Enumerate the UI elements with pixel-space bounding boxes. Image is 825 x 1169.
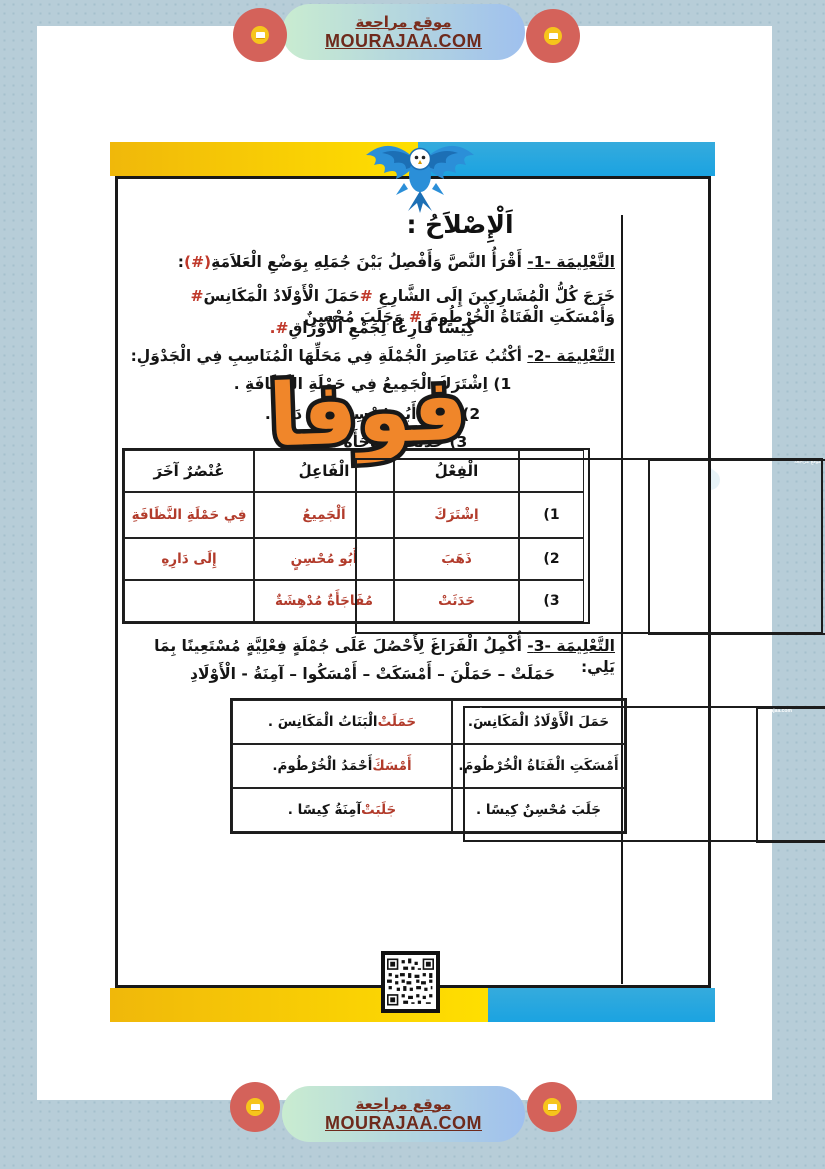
sentence-3: 3) حَدَثَتْ مُفَاجَأَةٌ مُدْهِشَةٌ.: [277, 433, 468, 451]
t2-row3-answer: جَلَبَتْ آمِنَةُ كِيسًا .: [232, 788, 452, 832]
answer-rest: آمِنَةُ كِيسًا .: [287, 802, 362, 818]
book-icon: [246, 1098, 264, 1116]
header-banner: موقع مراجعة MOURAJAA.COM: [282, 4, 525, 60]
site-domain-link[interactable]: MOURAJAA.COM: [325, 1112, 482, 1133]
t2-row1-source: حَمَلَ الْأَوْلَادُ الْمَكَانِسَ.: [452, 700, 625, 744]
word-bank: حَمَلَتْ – حَمَلْنَ – أَمْسَكَتْ – أَمْس…: [190, 665, 555, 683]
page-title: اَلْإِصْلاَحُ :: [406, 210, 514, 239]
answer-rest: الْبَنَاتُ الْمَكَانِسَ .: [267, 714, 378, 730]
task1-instruction: التَّعْلِيمَة -1- أَقْرَأُ النَّصَّ وَأَ…: [130, 252, 615, 273]
row1-other: فِي حَمْلَةِ النَّظَافَةِ: [124, 492, 254, 538]
task3-instruction: التَّعْلِيمَة -3- أُكْمِلُ الْفَرَاغَ لِ…: [130, 636, 615, 678]
header-other-element: عُنْصُرٌ آخَرَ: [124, 450, 254, 492]
top-bar-blue: [418, 142, 715, 176]
t2-row3-source: جَلَبَ مُحْسِنٌ كِيسًا .: [452, 788, 625, 832]
task2-instruction: التَّعْلِيمَة -2- أكْتُبُ عَنَاصِرَ الْج…: [130, 346, 615, 367]
site-name-arabic-link[interactable]: موقع مراجعة: [355, 12, 452, 31]
top-bar-yellow: [110, 142, 418, 176]
hash-mark: #.: [269, 319, 289, 337]
passage-segment: وَجَلَبَ مُحْسِنٌ: [304, 307, 409, 326]
task1-text: أَقْرَأُ النَّصَّ وَأَفْصِلُ بَيْنَ جُمَ…: [211, 253, 528, 271]
t2-row2-source: أَمْسَكَتِ الْفَتَاةُ الْخُرْطُومَ.: [452, 744, 625, 788]
t2-row2-answer: أَمْسَكَ أَحْمَدُ الْخُرْطُومَ.: [232, 744, 452, 788]
task1-colon: :: [177, 253, 184, 271]
mourajaa-badge-bottom-left: موقع مراجعة mourajaa.com: [230, 1082, 280, 1132]
owl-logo-icon: [366, 145, 474, 213]
hash-mark: #: [408, 307, 422, 326]
task3-text: أُكْمِلُ الْفَرَاغَ لِأَحْصُلَ عَلَى جُم…: [154, 637, 615, 676]
row2-other: إِلَى دَارِهِ: [124, 538, 254, 580]
passage-segment: خَرَجَ كُلُّ الْمُشَارِكِينَ إِلَى الشَّ…: [372, 287, 615, 305]
fawfa-stamp: فوفا: [262, 355, 473, 471]
task1-label: التَّعْلِيمَة -1-: [527, 253, 615, 271]
sentence-1: 1) اِشْتَرَكَ الْجَمِيعُ فِي حَمْلَةِ ال…: [233, 375, 512, 393]
answer-verb: أَمْسَكَ: [372, 758, 412, 774]
mourajaa-badge-top-right: موقع مراجعة mourajaa.com: [526, 9, 825, 843]
row3-other: [124, 580, 254, 622]
task1-mark: (#): [183, 253, 212, 271]
book-icon: [543, 1098, 561, 1116]
passage-segment: كِيسًا فَارِغًا لِجَمْعِ الْأَوْرَاقِ: [288, 319, 476, 337]
answer-rest: أَحْمَدُ الْخُرْطُومَ.: [272, 758, 373, 774]
task2-text: أكْتُبُ عَنَاصِرَ الْجُمْلَةِ فِي مَحَلِ…: [130, 347, 528, 365]
task3-label: التَّعْلِيمَة -3-: [527, 637, 615, 655]
sentence-2: 2) ذَهَبَ أَبُو مُحْسِنٍ إِلَى دَارِهِ.: [264, 405, 481, 423]
hash-mark: #: [190, 287, 204, 305]
top-color-bar: [110, 142, 715, 176]
hash-mark: #: [359, 287, 373, 305]
mourajaa-badge-bottom-right: موقع مراجعة mourajaa.com: [527, 1082, 577, 1132]
stamp-text: فوفا: [267, 360, 469, 467]
book-icon: [544, 27, 562, 45]
passage-segment: وَأَمْسَكَتِ الْفَتَاةُ الْخُرْطُومَ: [421, 307, 615, 326]
bottom-bar-blue: [488, 988, 715, 1022]
site-domain-link[interactable]: MOURAJAA.COM: [325, 30, 482, 51]
passage-line2: كِيسًا فَارِغًا لِجَمْعِ الْأَوْرَاقِ#.: [130, 318, 615, 339]
badge-name: موقع مراجعة: [648, 459, 825, 635]
site-name-arabic-link[interactable]: موقع مراجعة: [355, 1094, 452, 1113]
mourajaa-badge-top-left: موقع مراجعة mourajaa.com: [233, 8, 825, 842]
answer-verb: حَمَلَتْ: [377, 714, 417, 730]
passage-line1: خَرَجَ كُلُّ الْمُشَارِكِينَ إِلَى الشَّ…: [130, 286, 615, 328]
task2-label: التَّعْلِيمَة -2-: [527, 347, 615, 365]
badge-domain: mourajaa.com: [463, 706, 825, 842]
answer-verb: جَلَبَتْ: [361, 802, 397, 818]
completion-table: حَمَلَتْ الْبَنَاتُ الْمَكَانِسَ . حَمَل…: [230, 698, 627, 834]
t2-row1-answer: حَمَلَتْ الْبَنَاتُ الْمَكَانِسَ .: [232, 700, 452, 744]
footer-banner: موقع مراجعة MOURAJAA.COM: [282, 1086, 525, 1142]
book-icon: [251, 26, 269, 44]
qr-code: [381, 951, 440, 1013]
passage-segment: حَمَلَ الْأَوْلَادُ الْمَكَانِسَ: [203, 287, 360, 305]
badge-domain: mourajaa.com: [756, 707, 825, 843]
qr-pattern: [387, 958, 434, 1006]
